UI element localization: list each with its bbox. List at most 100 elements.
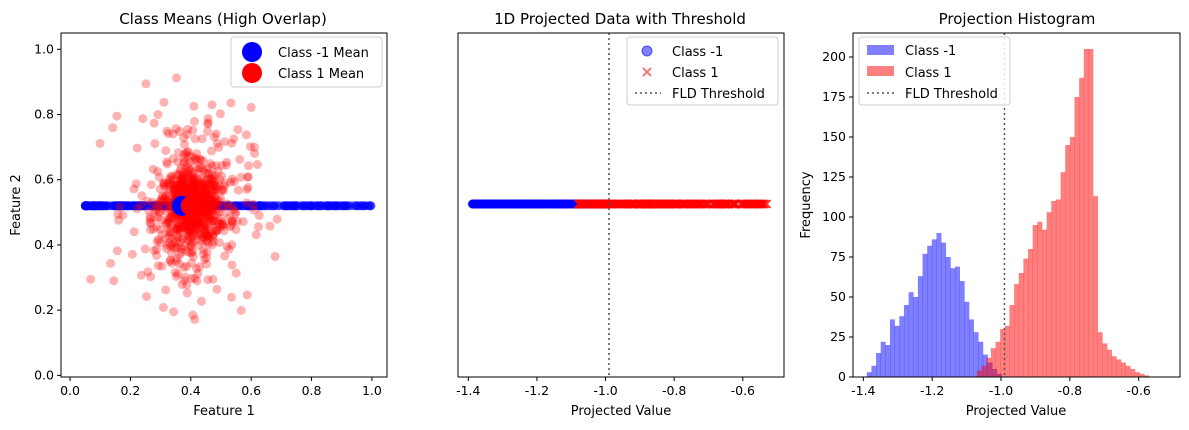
class-neg1-point xyxy=(363,201,373,211)
class1-point xyxy=(169,180,179,190)
class1-point xyxy=(132,143,142,153)
class1-point xyxy=(227,240,237,250)
class-neg1-point xyxy=(331,201,341,211)
class-neg1-point xyxy=(80,201,90,211)
panel1-xtick-label: 0.8 xyxy=(302,383,322,398)
class1-point xyxy=(204,180,214,190)
class-neg1-point xyxy=(269,201,279,211)
class1-point xyxy=(190,116,199,126)
class-neg1-point xyxy=(329,201,339,211)
class-neg1-point xyxy=(116,201,126,211)
panel1-means xyxy=(171,195,201,216)
class-neg1-point xyxy=(96,201,105,211)
class-neg1-point xyxy=(231,201,241,211)
class1-point xyxy=(210,170,220,180)
class-neg1-point xyxy=(341,201,351,211)
projected-class-neg1-point xyxy=(469,199,479,209)
class-neg1-point xyxy=(248,201,258,211)
class-neg1-point xyxy=(253,201,263,211)
class-neg1-point xyxy=(297,201,307,211)
class1-point xyxy=(243,183,253,192)
class1-point xyxy=(197,189,207,199)
class1-point xyxy=(112,246,122,256)
class-neg1-point xyxy=(122,201,132,211)
class1-point xyxy=(175,186,185,196)
class-neg1-point xyxy=(290,201,300,211)
class1-point xyxy=(225,222,235,232)
class1-point xyxy=(191,153,201,163)
class-neg1-point xyxy=(162,201,172,211)
class-neg1-point xyxy=(90,201,100,211)
class-neg1-point xyxy=(82,201,92,211)
class1-point xyxy=(169,182,179,192)
class-neg1-point xyxy=(285,201,295,211)
class1-point xyxy=(143,267,153,277)
class1-point xyxy=(250,148,259,158)
class1-point xyxy=(195,217,204,227)
panel-class-means: Class Means (High Overlap) 0.0 0.2 0.4 0.6 0… xyxy=(9,10,388,419)
class-neg1-point xyxy=(199,201,209,211)
class-neg1-point xyxy=(286,201,295,211)
class1-point xyxy=(204,200,214,210)
class1-point xyxy=(166,220,176,230)
class1-point xyxy=(243,172,253,182)
class1-point xyxy=(189,186,199,196)
class-neg1-point xyxy=(87,201,97,211)
class1-point xyxy=(201,175,211,185)
class1-point xyxy=(162,180,172,190)
class-neg1-point xyxy=(216,201,226,211)
class1-point xyxy=(212,194,222,204)
class-neg1-point xyxy=(90,201,100,211)
class1-point xyxy=(108,123,118,133)
class-neg1-point xyxy=(80,201,90,211)
class1-point xyxy=(215,109,225,119)
class1-point xyxy=(191,219,201,229)
class1-point xyxy=(203,126,213,136)
class1-point xyxy=(184,182,194,192)
class1-point xyxy=(207,180,217,190)
class-neg1-point xyxy=(89,201,99,211)
class-neg1-point xyxy=(327,201,337,211)
class-neg1-point xyxy=(236,201,246,211)
class1-point xyxy=(180,140,189,149)
class1-point xyxy=(203,223,213,232)
class-neg1-point xyxy=(202,201,212,211)
class1-point xyxy=(183,173,193,183)
class-neg1-point xyxy=(122,201,132,211)
class1-point xyxy=(173,213,183,223)
class1-point xyxy=(178,177,188,187)
class-neg1-point xyxy=(98,201,108,211)
class1-point xyxy=(167,180,177,190)
panel3-ytick-label: 75 xyxy=(830,249,846,264)
class1-point xyxy=(183,214,193,224)
class1-point xyxy=(182,214,191,224)
class-neg1-point xyxy=(90,201,100,211)
panel1-legend-box xyxy=(230,36,383,88)
class1-point xyxy=(166,212,176,222)
class1-point xyxy=(249,205,259,215)
class-neg1-point xyxy=(323,201,333,211)
class-neg1-point xyxy=(145,201,155,211)
class-neg1-point xyxy=(108,201,118,211)
class1-point xyxy=(193,269,203,279)
class1-point xyxy=(209,176,219,186)
class1-point xyxy=(179,187,189,196)
class-neg1-point xyxy=(117,201,127,211)
class1-point xyxy=(152,205,162,215)
class1-point xyxy=(193,214,203,224)
class1-point xyxy=(154,208,164,218)
panel1-legend: Class -1 Mean Class 1 Mean xyxy=(230,36,383,88)
class1-point xyxy=(187,246,197,256)
class1-point xyxy=(209,198,218,208)
class1-point xyxy=(174,170,184,180)
hist-class-neg1-bar xyxy=(880,341,886,377)
class-neg1-point xyxy=(342,201,352,211)
class-neg1-point xyxy=(243,201,253,211)
class1-point xyxy=(202,193,212,203)
class-neg1-point xyxy=(266,201,276,211)
class1-point xyxy=(202,229,212,239)
panel3-xtick-label: -1.2 xyxy=(920,383,944,398)
class1-point xyxy=(249,142,259,152)
class1-point xyxy=(208,233,218,243)
class1-point xyxy=(166,241,176,251)
